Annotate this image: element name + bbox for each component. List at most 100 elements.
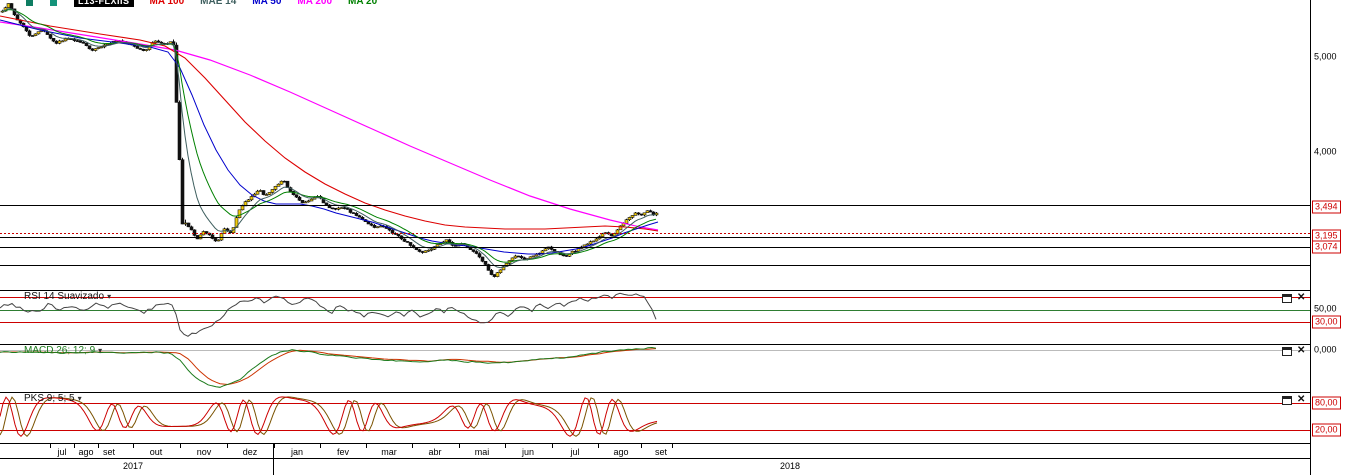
- candlestick: [609, 233, 614, 237]
- candlestick: [330, 207, 335, 210]
- chevron-down-icon[interactable]: ▾: [77, 394, 82, 403]
- candlestick: [213, 238, 218, 242]
- candlestick: [141, 48, 146, 51]
- time-axis-month-label: dez: [242, 447, 258, 457]
- candlestick: [453, 245, 458, 247]
- axis-tick: [459, 444, 460, 448]
- time-axis-month-label: out: [149, 447, 163, 457]
- candlestick: [267, 192, 272, 195]
- price-tag[interactable]: 3,195: [1312, 229, 1341, 243]
- candlestick: [489, 270, 494, 275]
- price-tag[interactable]: 30,00: [1312, 315, 1341, 329]
- candlestick: [624, 219, 629, 224]
- time-axis-year-label: 2017: [122, 461, 144, 471]
- chevron-down-icon[interactable]: ▾: [98, 346, 103, 355]
- candlestick: [282, 180, 287, 183]
- candlestick: [480, 256, 485, 262]
- candlestick: [48, 34, 53, 39]
- axis-label: 0,000: [1314, 344, 1337, 355]
- year-boundary-tick: [273, 444, 274, 475]
- candlestick: [510, 257, 515, 261]
- candlestick: [615, 229, 620, 234]
- candlestick: [390, 229, 395, 234]
- rsi-restore-icon[interactable]: [1282, 293, 1292, 303]
- candlestick: [159, 41, 164, 44]
- price-tag[interactable]: 3,494: [1312, 200, 1341, 214]
- candlestick: [300, 200, 305, 204]
- axis-tick: [672, 444, 673, 448]
- candlestick: [498, 269, 503, 273]
- legend-ma-label[interactable]: MA 100: [149, 0, 185, 7]
- legend-ma-label[interactable]: MA 50: [252, 0, 282, 7]
- candlestick: [483, 260, 488, 265]
- candlestick: [84, 42, 89, 46]
- candlestick: [237, 209, 242, 219]
- candlestick: [405, 241, 410, 243]
- price-tag[interactable]: 3,074: [1312, 240, 1341, 254]
- time-axis-month-label: mar: [381, 447, 397, 457]
- legend-ma-label[interactable]: MAE 14: [200, 0, 237, 7]
- candlestick: [210, 234, 215, 239]
- candlestick: [75, 40, 80, 42]
- candlestick: [600, 233, 605, 237]
- macd-close-icon[interactable]: ✕: [1297, 345, 1306, 356]
- candlestick: [345, 208, 350, 210]
- candlestick: [396, 233, 401, 237]
- candlestick: [276, 183, 281, 187]
- candlestick: [27, 30, 32, 36]
- time-axis-month-label: abr: [428, 447, 442, 457]
- candlestick: [408, 242, 413, 246]
- candlestick: [591, 240, 596, 243]
- time-axis[interactable]: jul ago set out nov dez jan fev mar abr mai jun jul a…: [0, 443, 1353, 475]
- candlestick: [135, 46, 140, 49]
- candlestick: [90, 48, 95, 51]
- candlestick: [357, 215, 362, 218]
- candlestick: [81, 41, 86, 44]
- axis-tick: [180, 444, 181, 448]
- chart-canvas[interactable]: [0, 0, 1310, 443]
- chevron-down-icon[interactable]: ▾: [107, 292, 112, 301]
- candlestick: [513, 255, 518, 259]
- pks-panel-title[interactable]: PKS 9; 5; 5 ▾: [24, 393, 82, 404]
- rsi-panel-controls: ✕: [1282, 293, 1305, 303]
- ticker-badge[interactable]: L13-FLXIIS: [74, 0, 134, 7]
- candlestick: [93, 48, 98, 51]
- candlestick: [426, 249, 431, 252]
- candlestick: [534, 254, 539, 257]
- pks-close-icon[interactable]: ✕: [1297, 394, 1306, 405]
- candlestick: [354, 213, 359, 216]
- pks-fast-line: [0, 396, 658, 438]
- price-axis[interactable]: 5,000 4,000 3,494 3,195 3,074 50,00 30,00 0,000…: [1310, 0, 1353, 475]
- macd-panel-title[interactable]: MACD 26; 12; 9 ▾: [24, 345, 102, 356]
- macd-restore-icon[interactable]: [1282, 346, 1292, 356]
- axis-tick: [133, 444, 134, 448]
- candlestick: [240, 205, 245, 211]
- candlestick: [564, 255, 569, 257]
- candlestick: [387, 228, 392, 231]
- rsi-close-icon[interactable]: ✕: [1297, 292, 1306, 303]
- candlestick: [639, 213, 644, 216]
- legend-ma-label[interactable]: MA 20: [348, 0, 378, 7]
- candlestick: [189, 226, 194, 231]
- time-axis-month-label: jun: [521, 447, 535, 457]
- ma100-line: [0, 15, 659, 232]
- axis-tick: [505, 444, 506, 448]
- rsi-panel-title[interactable]: RSI 14 Suavizado ▾: [24, 291, 111, 302]
- price-tag[interactable]: 20,00: [1312, 423, 1341, 437]
- candlestick: [255, 190, 260, 195]
- price-tag[interactable]: 80,00: [1312, 396, 1341, 410]
- pks-restore-icon[interactable]: [1282, 395, 1292, 405]
- candlestick: [486, 264, 491, 271]
- time-axis-month-label: mai: [474, 447, 490, 457]
- candlestick: [402, 238, 407, 242]
- candlestick: [552, 249, 557, 252]
- legend-color-swatch: [50, 0, 57, 6]
- legend-ma-label[interactable]: MA 200: [297, 0, 333, 7]
- candlestick: [78, 40, 83, 43]
- candlestick: [99, 46, 104, 49]
- candlestick: [627, 217, 632, 220]
- axis-tick: [274, 444, 275, 448]
- candlestick: [153, 40, 158, 43]
- candlestick: [654, 212, 659, 216]
- candlestick: [144, 49, 149, 51]
